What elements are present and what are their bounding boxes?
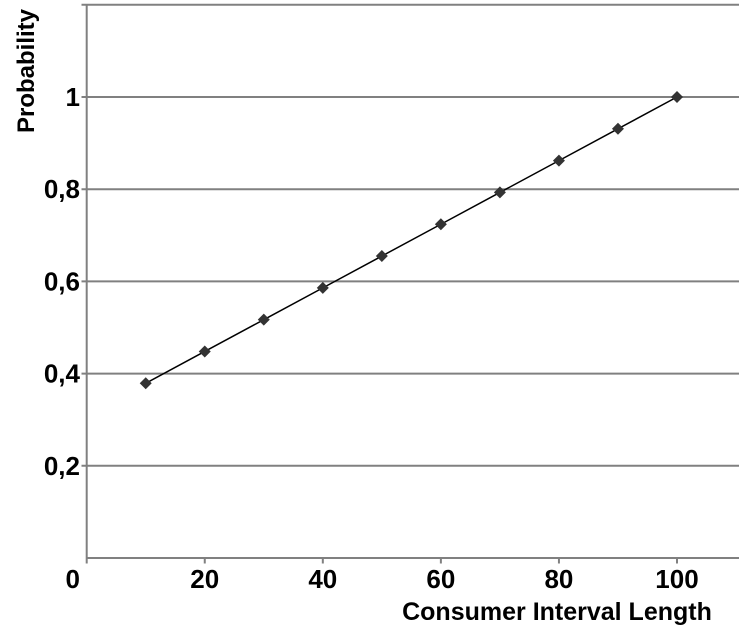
y-tick-label: 0,8 bbox=[44, 174, 80, 204]
x-tick-label: 60 bbox=[426, 564, 455, 594]
y-axis-tick-labels: 0,2 0,4 0,6 0,8 1 bbox=[44, 82, 81, 481]
x-tick-label: 40 bbox=[308, 564, 337, 594]
axes bbox=[85, 4, 739, 564]
y-tick-label: 0,6 bbox=[44, 266, 80, 296]
data-point-marker bbox=[493, 186, 506, 199]
y-tick-label: 1 bbox=[66, 82, 80, 112]
x-tick-label: 80 bbox=[544, 564, 573, 594]
data-point-marker bbox=[434, 218, 447, 231]
data-line bbox=[145, 96, 678, 384]
x-axis-tick-labels: 0 20 40 60 80 100 bbox=[65, 564, 698, 594]
y-axis-title: Probability bbox=[13, 8, 40, 133]
data-point-marker bbox=[139, 377, 152, 390]
y-tick-label: 0,4 bbox=[44, 359, 81, 389]
x-tick-label: 0 bbox=[65, 564, 79, 594]
gridlines bbox=[81, 3, 739, 467]
data-point-marker bbox=[375, 250, 388, 263]
x-tick-label: 20 bbox=[190, 564, 219, 594]
data-point-marker bbox=[316, 281, 329, 294]
y-tick-label: 0,2 bbox=[44, 451, 80, 481]
series-lines bbox=[145, 96, 678, 384]
series-markers bbox=[139, 91, 683, 390]
data-point-marker bbox=[611, 122, 624, 135]
x-tick-label: 100 bbox=[655, 564, 698, 594]
data-point-marker bbox=[257, 313, 270, 326]
x-axis-title: Consumer Interval Length bbox=[402, 598, 712, 626]
data-point-marker bbox=[671, 91, 683, 103]
data-point-marker bbox=[552, 154, 565, 167]
data-point-marker bbox=[198, 345, 211, 358]
